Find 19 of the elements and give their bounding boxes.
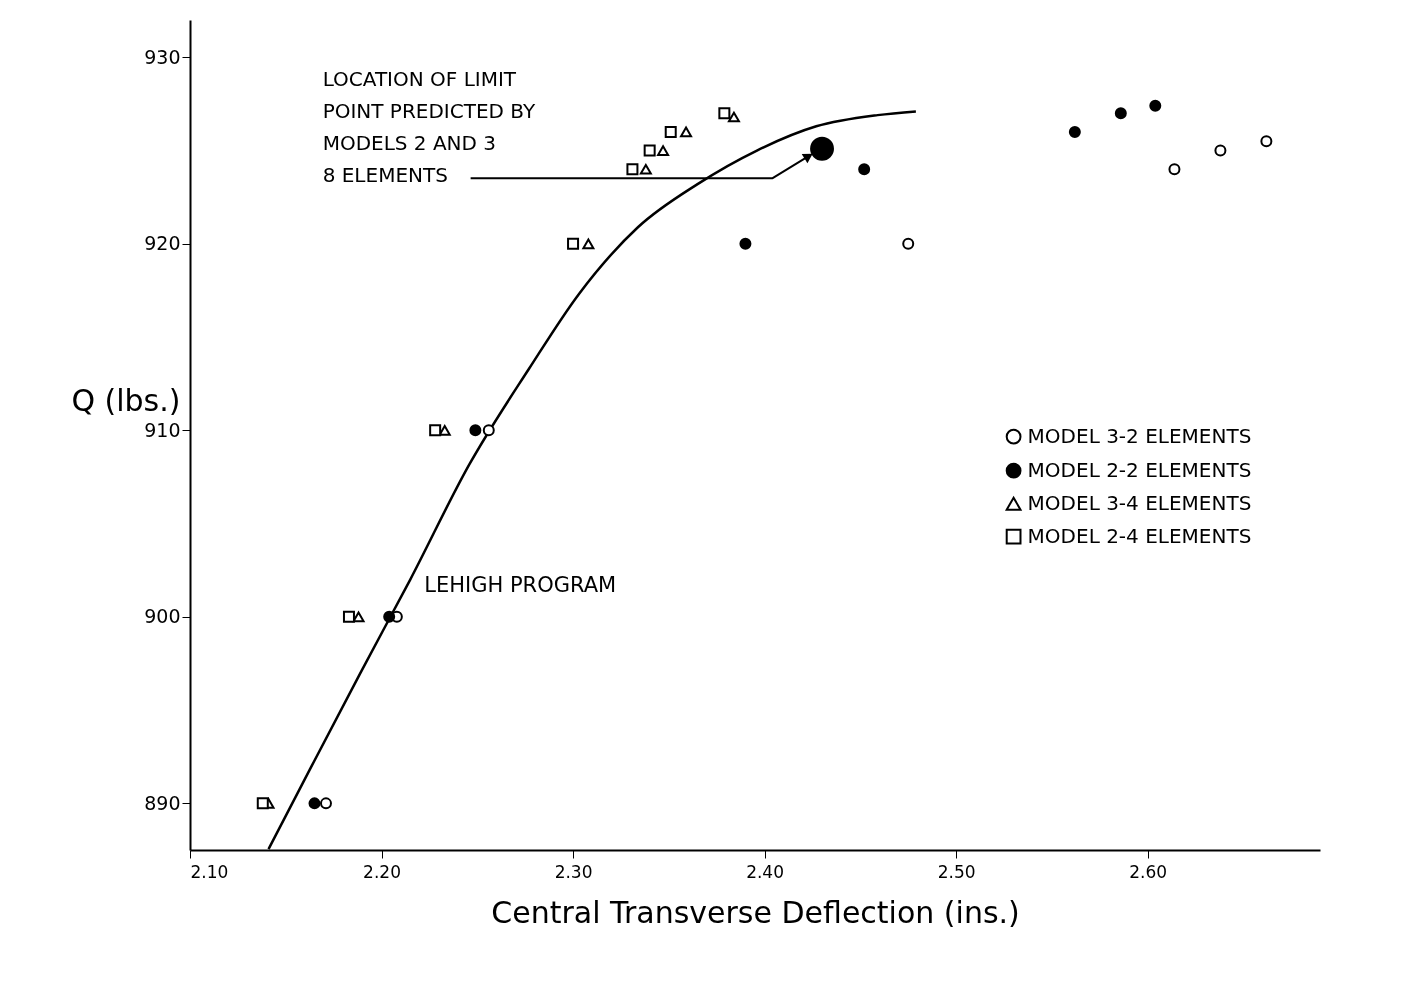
legend-label: MODEL 2-4 ELEMENTS <box>1027 523 1252 548</box>
y-tick-label: 930 <box>144 45 181 68</box>
x-tick-label: 2.20 <box>363 861 401 882</box>
x-tick-label: 2.30 <box>554 861 593 882</box>
annotation: LOCATION OF LIMIT POINT PREDICTED BY MODELS 2 AND 3 8 ELEMENTS <box>322 67 536 188</box>
series-label: LEHIGH PROGRAM <box>424 572 617 597</box>
legend-label: MODEL 3-2 ELEMENTS <box>1027 423 1252 448</box>
y-tick-label: 920 <box>144 232 181 255</box>
legend-label: MODEL 3-4 ELEMENTS <box>1027 490 1252 515</box>
y-axis-title: Q (lbs.) <box>71 383 181 419</box>
x-tick-label: 2.60 <box>1129 861 1168 882</box>
legend-label: MODEL 2-2 ELEMENTS <box>1027 457 1252 482</box>
x-tick-label: 2.40 <box>746 861 785 882</box>
y-tick-label: 900 <box>144 605 181 628</box>
x-tick-label: 2.10 <box>190 861 229 882</box>
y-tick-label: 890 <box>144 791 181 814</box>
x-axis-title: Central Transverse Deflection (ins.) <box>491 894 1020 930</box>
x-tick-label: 2.50 <box>937 861 976 882</box>
y-tick-label: 910 <box>144 418 181 441</box>
